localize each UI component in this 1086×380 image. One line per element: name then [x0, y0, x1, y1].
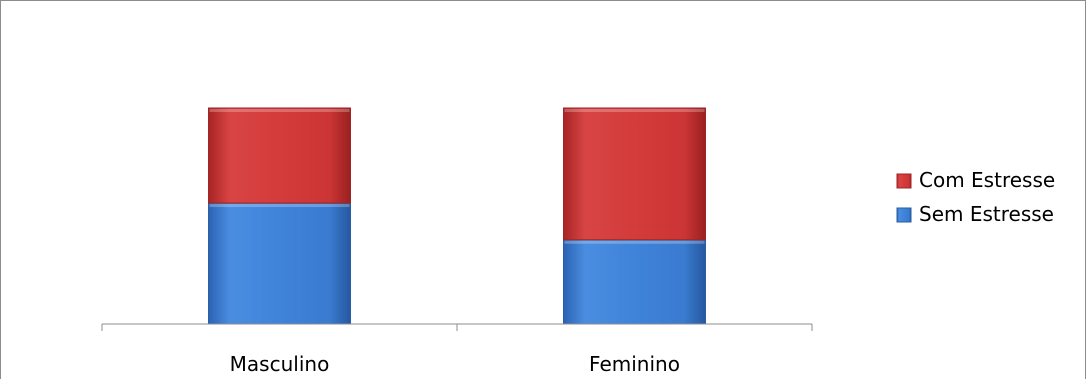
category-label-feminino: Feminino — [589, 352, 680, 376]
legend-swatch-sem-estresse — [896, 207, 912, 223]
legend: Com Estresse Sem Estresse — [896, 168, 1055, 226]
category-labels: Masculino Feminino — [230, 352, 680, 376]
legend-swatch-com-estresse — [896, 173, 912, 189]
bar-feminino-com-estresse — [563, 107, 706, 241]
bar-feminino-sem-estresse — [563, 239, 706, 325]
bar-highlight — [564, 109, 705, 112]
bar-masculino-com-estresse — [208, 107, 351, 204]
bars-layer — [208, 107, 706, 325]
bar-highlight — [209, 204, 350, 208]
x-axis — [101, 323, 813, 331]
bar-highlight — [209, 109, 350, 112]
bar-masculino-sem-estresse — [208, 202, 351, 325]
category-label-masculino: Masculino — [230, 352, 330, 376]
bar-highlight — [564, 240, 705, 244]
legend-label-com-estresse: Com Estresse — [919, 168, 1055, 192]
legend-label-sem-estresse: Sem Estresse — [919, 202, 1054, 226]
